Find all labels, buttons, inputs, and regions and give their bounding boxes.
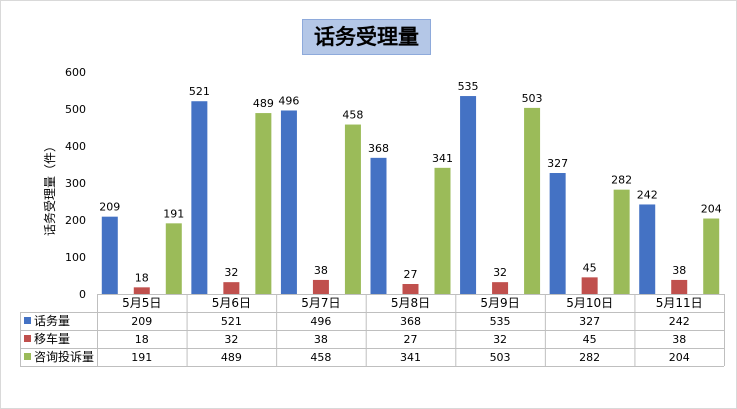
data-label: 535	[458, 80, 479, 93]
data-label: 521	[189, 85, 210, 98]
data-label: 282	[611, 174, 632, 187]
x-tick-label: 5月5日	[122, 296, 161, 310]
x-tick-label: 5月10日	[566, 296, 613, 310]
data-label: 204	[701, 203, 722, 216]
data-label: 191	[163, 207, 184, 220]
table-cell: 496	[310, 315, 331, 328]
bar-1-3	[280, 110, 297, 294]
chart-title-box: 话务受理量	[302, 19, 431, 55]
data-label: 489	[253, 97, 274, 110]
data-label: 458	[342, 109, 363, 122]
bar-2-6	[581, 277, 598, 294]
x-tick-label: 5月7日	[301, 296, 340, 310]
data-label: 496	[278, 94, 299, 107]
bar-2-5	[492, 282, 509, 294]
table-cell: 191	[131, 351, 152, 364]
legend-label: 咨询投诉量	[34, 349, 94, 364]
data-label: 368	[368, 142, 389, 155]
table-cell: 32	[224, 333, 238, 346]
table-cell: 45	[583, 333, 597, 346]
bar-3-2	[255, 113, 272, 294]
y-tick-label: 400	[65, 140, 86, 153]
data-label: 32	[224, 266, 238, 279]
x-tick-label: 5月9日	[480, 296, 519, 310]
table-cell: 27	[404, 333, 418, 346]
table-cell: 38	[672, 333, 686, 346]
data-label: 32	[493, 266, 507, 279]
table-cell: 204	[669, 351, 690, 364]
bar-3-4	[434, 167, 451, 294]
table-cell: 18	[135, 333, 149, 346]
legend-swatch-2	[24, 335, 31, 342]
y-axis-label: 话务受理量（件）	[43, 140, 57, 237]
table-cell: 209	[131, 315, 152, 328]
bar-1-4	[370, 157, 387, 294]
table-cell: 489	[221, 351, 242, 364]
y-tick-label: 600	[65, 66, 86, 79]
data-label: 341	[432, 152, 453, 165]
legend-swatch-3	[24, 353, 31, 360]
bar-2-2	[223, 282, 240, 294]
table-cell: 242	[669, 315, 690, 328]
legend-label: 移车量	[34, 331, 70, 346]
table-cell: 282	[579, 351, 600, 364]
bar-1-6	[549, 173, 566, 294]
x-tick-label: 5月8日	[391, 296, 430, 310]
table-cell: 327	[579, 315, 600, 328]
data-label: 18	[135, 271, 149, 284]
y-tick-label: 300	[65, 177, 86, 190]
data-label: 242	[637, 188, 658, 201]
bar-3-5	[524, 107, 541, 294]
bar-3-6	[613, 189, 630, 294]
bar-2-3	[312, 279, 329, 294]
bar-3-1	[165, 223, 182, 294]
bar-1-5	[460, 96, 477, 294]
legend-label: 话务量	[34, 313, 70, 328]
table-cell: 535	[490, 315, 511, 328]
table-cell: 458	[310, 351, 331, 364]
legend-swatch-1	[24, 317, 31, 324]
bar-1-2	[191, 101, 208, 294]
chart-title: 话务受理量	[314, 25, 419, 49]
data-label: 209	[99, 201, 120, 214]
data-label: 38	[672, 264, 686, 277]
bar-1-7	[639, 204, 656, 294]
bar-3-3	[344, 124, 361, 294]
data-label: 45	[583, 261, 597, 274]
x-tick-label: 5月6日	[212, 296, 251, 310]
table-cell: 38	[314, 333, 328, 346]
y-tick-label: 200	[65, 214, 86, 227]
y-tick-label: 100	[65, 251, 86, 264]
bar-1-1	[101, 216, 118, 294]
table-cell: 503	[490, 351, 511, 364]
table-cell: 32	[493, 333, 507, 346]
table-cell: 368	[400, 315, 421, 328]
y-tick-label: 0	[79, 288, 86, 301]
table-cell: 521	[221, 315, 242, 328]
x-tick-label: 5月11日	[656, 296, 703, 310]
data-label: 38	[314, 264, 328, 277]
bar-2-4	[402, 284, 419, 294]
data-label: 27	[404, 268, 418, 281]
table-cell: 341	[400, 351, 421, 364]
data-label: 503	[522, 92, 543, 105]
bar-3-7	[703, 218, 720, 294]
data-label: 327	[547, 157, 568, 170]
bar-2-7	[671, 279, 688, 294]
bar-2-1	[133, 287, 150, 294]
y-tick-label: 500	[65, 103, 86, 116]
